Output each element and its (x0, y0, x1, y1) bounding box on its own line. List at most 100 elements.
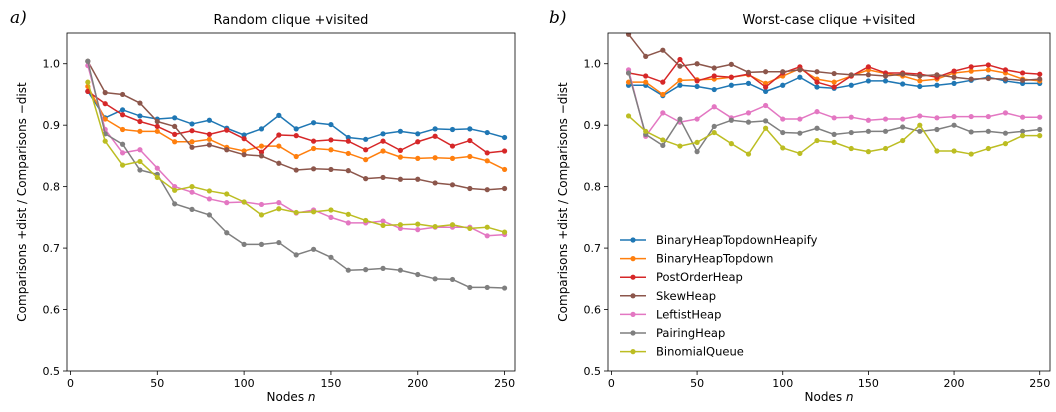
data-point-post-order-heap (1019, 70, 1026, 76)
data-point-skew-heap (137, 100, 143, 106)
data-point-skew-heap (467, 185, 473, 192)
data-point-binomial-queue (172, 187, 178, 193)
data-point-post-order-heap (172, 131, 178, 137)
legend-item-leftist-heap: LeftistHeap (620, 307, 721, 321)
data-point-binomial-queue (1037, 133, 1043, 139)
data-point-leftist-heap (780, 116, 786, 122)
data-point-skew-heap (814, 69, 820, 75)
data-point-leftist-heap (814, 109, 820, 115)
data-point-post-order-heap (293, 133, 299, 139)
data-point-leftist-heap (917, 113, 923, 119)
data-point-skew-heap (119, 91, 126, 98)
legend-swatch-marker (630, 274, 636, 280)
data-point-binary-heap-topdown (432, 155, 438, 161)
data-point-pairing-heap (1019, 128, 1026, 134)
x-tick-label: 250 (494, 377, 515, 390)
data-point-pairing-heap (293, 252, 299, 258)
x-axis-label: Nodes n (267, 390, 316, 404)
data-point-binary-heap-topdown-heapify (363, 136, 369, 142)
data-point-leftist-heap (865, 117, 872, 123)
data-point-binomial-queue (968, 151, 974, 157)
data-point-post-order-heap (660, 79, 666, 85)
data-point-binary-heap-topdown (917, 78, 923, 84)
x-tick-label: 150 (858, 377, 879, 390)
data-point-binomial-queue (345, 211, 351, 217)
data-point-pairing-heap (831, 131, 837, 137)
data-point-post-order-heap (432, 133, 438, 139)
data-point-pairing-heap (711, 123, 717, 130)
data-point-leftist-heap (119, 150, 126, 156)
data-point-skew-heap (643, 53, 649, 59)
legend-swatch-marker (630, 293, 636, 299)
data-point-binary-heap-topdown-heapify (745, 80, 752, 86)
data-point-binary-heap-topdown-heapify (763, 88, 769, 94)
data-point-skew-heap (934, 72, 940, 78)
data-point-pairing-heap (172, 201, 178, 207)
data-point-post-order-heap (137, 118, 143, 125)
data-point-pairing-heap (934, 126, 940, 133)
data-point-skew-heap (484, 187, 490, 193)
data-point-binary-heap-topdown-heapify (797, 74, 803, 80)
data-point-leftist-heap (900, 116, 906, 122)
data-point-pairing-heap (780, 129, 786, 136)
x-tick-label: 250 (1029, 377, 1050, 390)
data-point-post-order-heap (1002, 67, 1009, 73)
data-point-binomial-queue (137, 158, 143, 165)
data-point-skew-heap (189, 144, 195, 150)
data-point-skew-heap (328, 166, 334, 173)
data-point-binomial-queue (797, 150, 803, 157)
data-point-skew-heap (848, 72, 854, 78)
data-point-binary-heap-topdown (831, 79, 837, 85)
data-point-skew-heap (694, 61, 700, 67)
data-point-binary-heap-topdown (310, 145, 317, 152)
data-point-skew-heap (206, 142, 212, 148)
data-point-binomial-queue (900, 137, 906, 144)
x-axis-label-variable: n (308, 390, 316, 404)
legend-item-post-order-heap: PostOrderHeap (620, 270, 743, 284)
data-point-leftist-heap (258, 201, 265, 208)
data-point-binary-heap-topdown (397, 154, 403, 160)
data-point-binary-heap-topdown (206, 136, 212, 142)
data-point-pairing-heap (415, 271, 421, 278)
y-tick-label: 0.9 (584, 119, 602, 132)
data-point-pairing-heap (882, 128, 889, 134)
data-point-skew-heap (780, 69, 786, 75)
data-point-post-order-heap (85, 88, 91, 94)
data-point-binary-heap-topdown-heapify (432, 126, 438, 132)
data-point-skew-heap (951, 74, 957, 80)
data-point-post-order-heap (154, 123, 160, 130)
data-point-binary-heap-topdown (119, 126, 126, 133)
y-tick-label: 0.6 (43, 304, 61, 317)
x-tick-label: 100 (772, 377, 793, 390)
x-axis-label-variable: n (846, 390, 854, 404)
legend-label: LeftistHeap (656, 307, 721, 321)
data-point-binomial-queue (380, 222, 386, 228)
data-point-pairing-heap (467, 284, 473, 291)
y-tick-label: 0.5 (584, 365, 602, 378)
data-point-post-order-heap (951, 68, 957, 74)
data-point-skew-heap (154, 118, 160, 125)
data-point-binary-heap-topdown-heapify (137, 113, 143, 119)
data-point-binomial-queue (85, 79, 91, 85)
data-point-leftist-heap (951, 113, 957, 120)
data-point-binomial-queue (276, 206, 282, 212)
x-tick-label: 100 (234, 377, 255, 390)
legend-label: BinaryHeapTopdown (656, 252, 773, 266)
data-point-leftist-heap (711, 104, 717, 110)
data-point-binary-heap-topdown-heapify (310, 120, 317, 126)
data-point-binomial-queue (934, 148, 940, 154)
data-point-binary-heap-topdown (415, 155, 421, 161)
data-point-binomial-queue (711, 129, 717, 136)
data-point-post-order-heap (310, 138, 317, 144)
data-point-skew-heap (241, 152, 247, 158)
data-point-binomial-queue (241, 199, 247, 205)
data-point-pairing-heap (728, 117, 734, 123)
data-point-binary-heap-topdown-heapify (276, 112, 282, 118)
chart-title: Random clique +visited (214, 13, 369, 28)
data-point-binary-heap-topdown (501, 166, 508, 173)
data-point-pairing-heap (763, 118, 769, 124)
data-point-binary-heap-topdown (258, 143, 265, 149)
data-point-pairing-heap (397, 267, 403, 273)
x-tick-label: 50 (690, 377, 704, 390)
